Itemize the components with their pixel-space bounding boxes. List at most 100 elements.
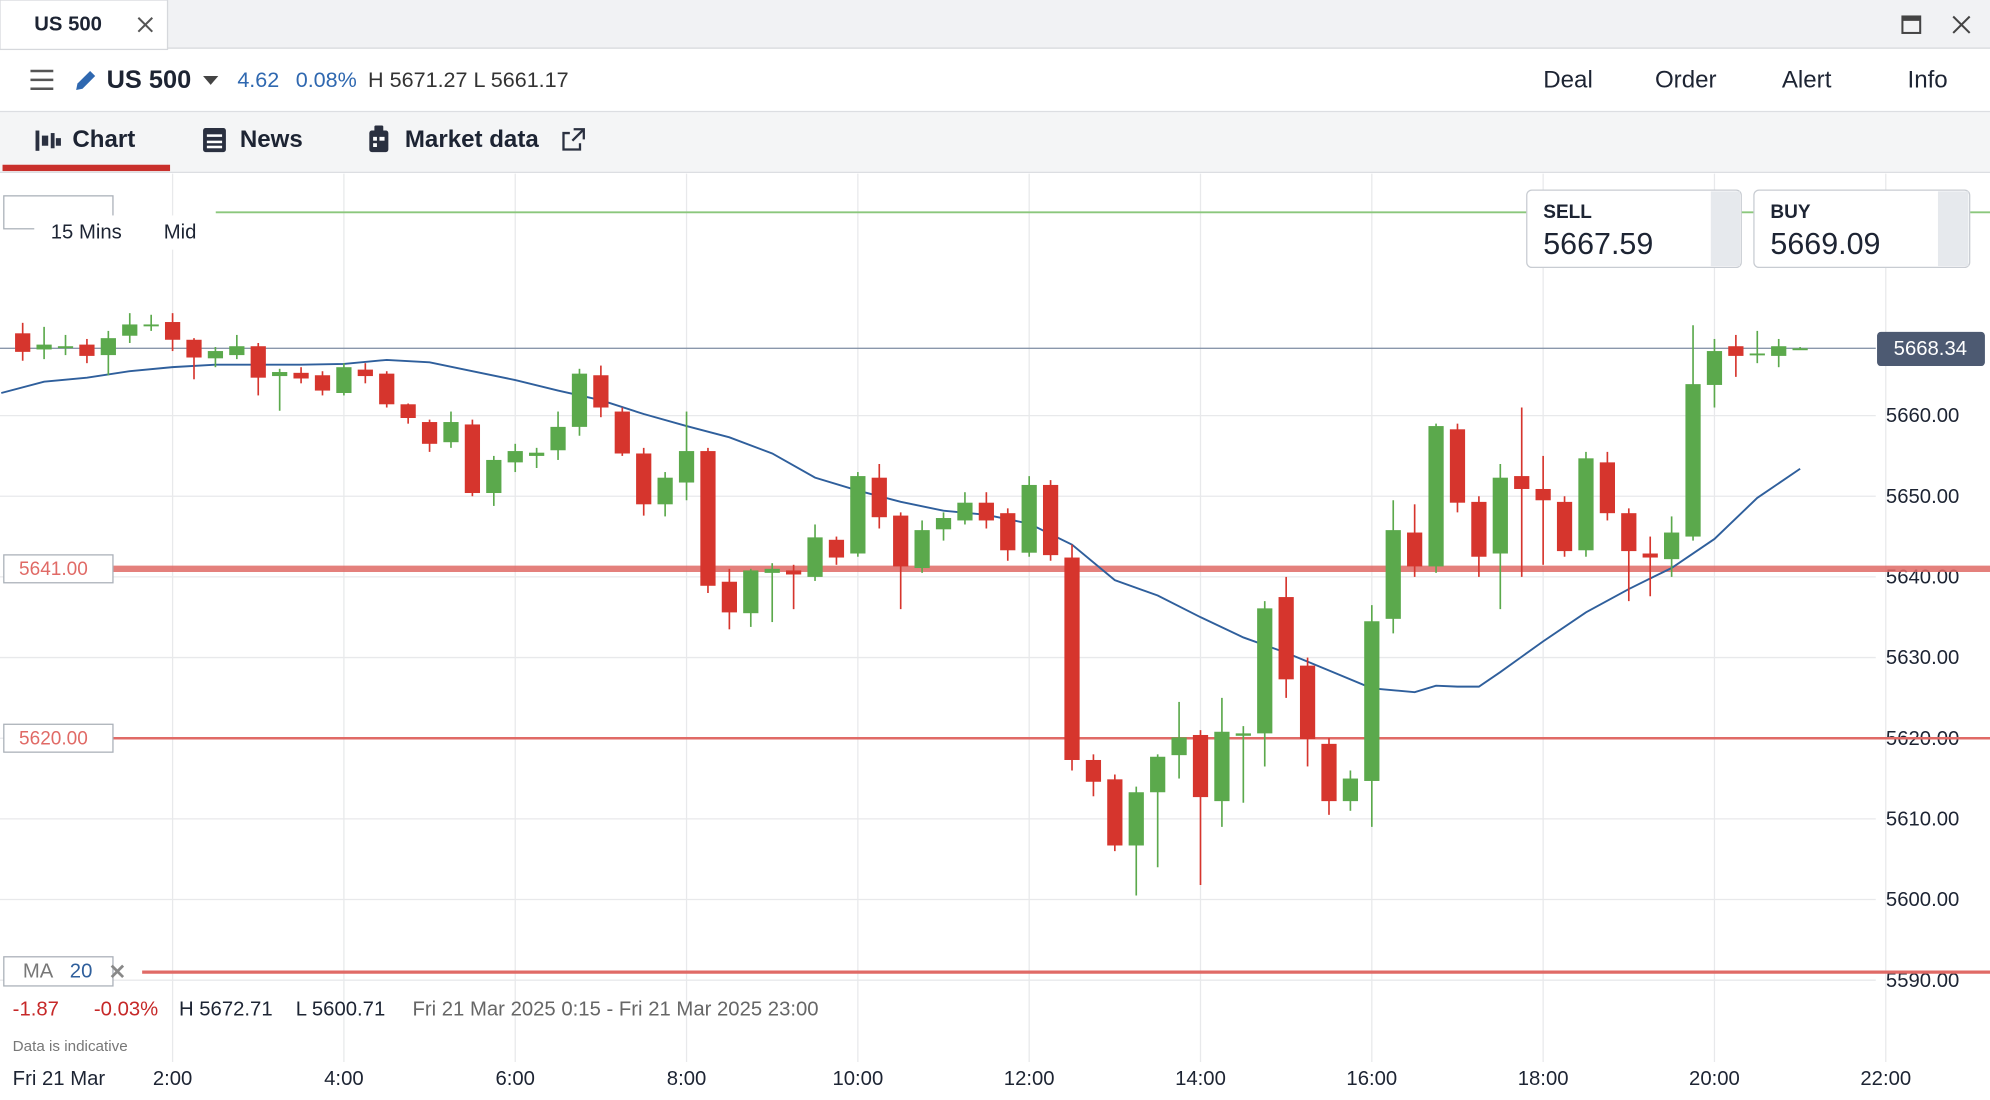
maximize-icon[interactable] [1901, 15, 1922, 34]
deal-button[interactable]: Deal [1543, 66, 1593, 93]
candle-body [357, 369, 373, 377]
footer-range: Fri 21 Mar 2025 0:15 - Fri 21 Mar 2025 2… [412, 998, 818, 1020]
ma-label-box [3, 956, 114, 987]
candle-body [293, 372, 309, 379]
tab-close[interactable] [137, 17, 154, 33]
sell-price: 5667.59 [1543, 227, 1653, 261]
candle-body [1342, 778, 1359, 802]
candle-body [636, 453, 652, 505]
sell-strip [1710, 191, 1740, 267]
y-tick-label: 5600.00 [1886, 889, 1959, 911]
high-low: H 5671.27 L 5661.17 [368, 67, 569, 92]
current-price-tag [1877, 331, 1985, 367]
candle-body [871, 477, 887, 518]
footer-note: Data is indicative [13, 1038, 128, 1055]
candle-body [1299, 665, 1316, 740]
x-tick-label: 6:00 [495, 1068, 535, 1090]
x-tick-label: 20:00 [1689, 1068, 1740, 1090]
sell-box[interactable] [1526, 189, 1742, 269]
candle-body [1042, 484, 1059, 556]
chart-tab[interactable]: Chart [72, 126, 135, 153]
market-data-tab[interactable]: Market data [405, 126, 540, 153]
candle-body [379, 373, 395, 405]
ma-line [1, 358, 1801, 694]
candle-body [935, 518, 952, 530]
x-tick-label: 4:00 [324, 1068, 364, 1090]
buy-strip [1937, 191, 1969, 267]
order-button[interactable]: Order [1655, 66, 1717, 93]
candle-body [1642, 553, 1658, 558]
candle-body [1021, 484, 1037, 553]
candle-body [443, 422, 459, 443]
candle-body [721, 581, 737, 613]
candle-body [593, 375, 609, 408]
candle-body [1492, 477, 1508, 554]
current-price-label: 5668.34 [1894, 338, 1967, 360]
y-tick-label: 5640.00 [1886, 567, 1959, 589]
candle-body [122, 324, 138, 336]
candle-body [571, 373, 588, 427]
candle-body [1171, 737, 1187, 756]
candle-body [36, 344, 52, 350]
candle-body [614, 411, 630, 454]
plot-bg [0, 173, 1990, 1100]
tab-title: US 500 [34, 14, 102, 36]
plot: 5590.00 5600.00 5610.00 5620.00 5630.00 5640.… [0, 173, 1990, 1100]
candle-body [1235, 733, 1251, 736]
y-tick-label: 5590.00 [1886, 970, 1959, 992]
candle-body [1385, 530, 1401, 619]
interval[interactable]: 15 Mins [51, 222, 122, 244]
candle-body [486, 459, 502, 494]
candle-body [100, 338, 116, 356]
candle-body [1214, 731, 1230, 802]
candle-body [1728, 346, 1744, 356]
settings-bg [34, 215, 214, 250]
edit-icon[interactable] [76, 70, 96, 90]
footer-low: L 5600.71 [296, 998, 386, 1020]
x-tick-label: 16:00 [1346, 1068, 1397, 1090]
tab[interactable] [0, 0, 169, 51]
candle-body [529, 452, 545, 456]
candle-body [1128, 792, 1144, 846]
buy-price: 5669.09 [1770, 227, 1880, 261]
menu-icon[interactable] [30, 69, 54, 90]
candle-body [1257, 608, 1273, 734]
buy-box[interactable] [1753, 189, 1971, 269]
candle-body [1107, 779, 1123, 846]
candle-body [550, 426, 566, 451]
level-label-box [3, 554, 114, 584]
candle-body [272, 372, 288, 377]
instrument-name[interactable]: US 500 [107, 66, 192, 94]
candle-body [807, 537, 823, 577]
chart-icon [35, 130, 61, 151]
candle-body [1706, 351, 1723, 385]
level-label: 5641.00 [19, 559, 88, 580]
candle-body [1449, 429, 1466, 503]
candle-body [1685, 384, 1701, 537]
candle-body [1192, 734, 1209, 798]
candle-body [186, 339, 202, 358]
footer-change: -1.87 [13, 998, 59, 1020]
alert-button[interactable]: Alert [1782, 66, 1832, 93]
candle-body [657, 477, 673, 505]
ma-remove[interactable] [110, 964, 125, 979]
candle-body [1621, 513, 1637, 552]
change-pct: 0.08% [296, 67, 357, 92]
level-label-box [3, 723, 114, 753]
candle-body [400, 404, 416, 419]
price-type[interactable]: Mid [164, 222, 197, 244]
news-tab[interactable]: News [240, 126, 303, 153]
dropdown-arrow[interactable] [203, 76, 219, 85]
sell-label: SELL [1543, 202, 1592, 223]
footer-change-pct: -0.03% [94, 998, 158, 1020]
close-icon[interactable] [1952, 15, 1971, 34]
y-tick-label: 5660.00 [1886, 405, 1959, 427]
y-tick-label: 5610.00 [1886, 809, 1959, 831]
x-tick-label: 14:00 [1175, 1068, 1226, 1090]
candle-body [1150, 756, 1166, 793]
x-tick-label: 2:00 [153, 1068, 193, 1090]
overlay: 15 Mins Mid SELL 5667.59 BUY 5669.09 -1.… [13, 189, 1971, 1090]
info-button[interactable]: Info [1908, 66, 1948, 93]
candle-body [1749, 353, 1765, 356]
